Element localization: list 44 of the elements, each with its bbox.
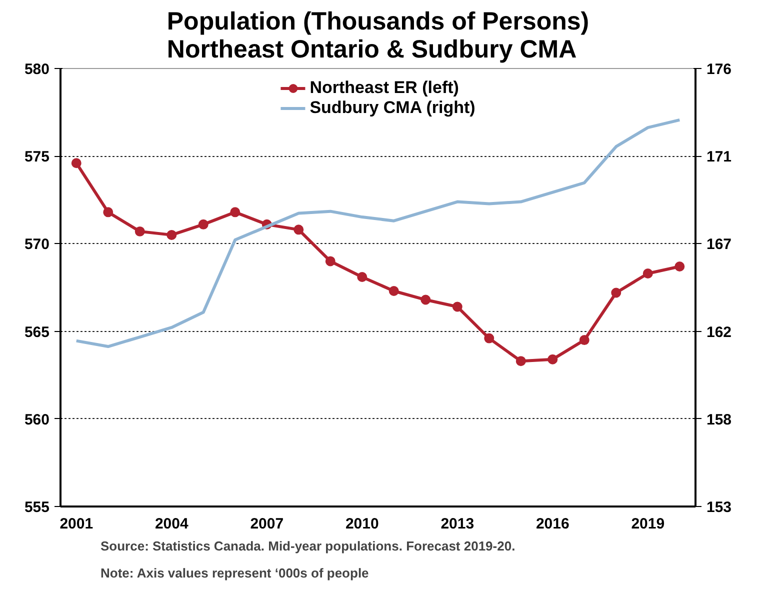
x-tick-label: 2013 xyxy=(440,516,474,532)
x-tick-label: 2007 xyxy=(250,516,284,532)
point xyxy=(674,261,685,272)
y-tick-label: 580 xyxy=(24,61,50,78)
source-note: Source: Statistics Canada. Mid-year populations. Forecast 2019-20. xyxy=(100,538,516,554)
y-tick-label: 555 xyxy=(24,499,50,516)
point xyxy=(420,294,431,305)
point xyxy=(71,158,82,168)
y-tick-label: 565 xyxy=(24,324,50,341)
point xyxy=(452,302,462,312)
x-tick-label: 2004 xyxy=(154,516,189,532)
point xyxy=(579,335,590,346)
line-series xyxy=(74,118,682,348)
point xyxy=(642,268,653,278)
text: Note: Axis values represent ‘000s of people xyxy=(100,566,369,580)
y-tick-label: 560 xyxy=(24,411,50,428)
point xyxy=(166,230,177,240)
legend-label: Northeast ER (left) xyxy=(310,78,459,98)
point xyxy=(230,207,240,218)
point xyxy=(294,224,304,235)
y2-tick-label: 171 xyxy=(706,148,732,166)
legend-label: Sudbury CMA (right) xyxy=(310,98,476,118)
y2-tick-label: 176 xyxy=(706,61,732,78)
y2-tick-label: 162 xyxy=(706,324,732,341)
point xyxy=(198,219,208,230)
y-tick-label: 575 xyxy=(24,148,50,166)
chart-title: Population (Thousands of Persons) Northeast Ontario & Sudbury CMA xyxy=(166,8,590,64)
y-tick-label: 570 xyxy=(24,236,50,254)
point xyxy=(134,226,145,236)
y2-tick-label: 153 xyxy=(706,499,732,516)
point xyxy=(516,356,526,366)
point xyxy=(611,288,622,298)
x-tick-label: 2010 xyxy=(345,516,379,532)
y2-tick-label: 158 xyxy=(706,411,732,428)
y2-tick-label: 167 xyxy=(706,236,732,254)
point xyxy=(388,286,399,296)
x-tick-label: 2016 xyxy=(536,516,570,532)
x-tick-label: 2001 xyxy=(60,516,94,532)
point xyxy=(357,272,368,282)
x-tick-label: 2019 xyxy=(631,516,665,532)
point xyxy=(548,354,558,364)
point xyxy=(484,333,494,344)
point xyxy=(103,207,114,218)
point xyxy=(325,256,336,266)
